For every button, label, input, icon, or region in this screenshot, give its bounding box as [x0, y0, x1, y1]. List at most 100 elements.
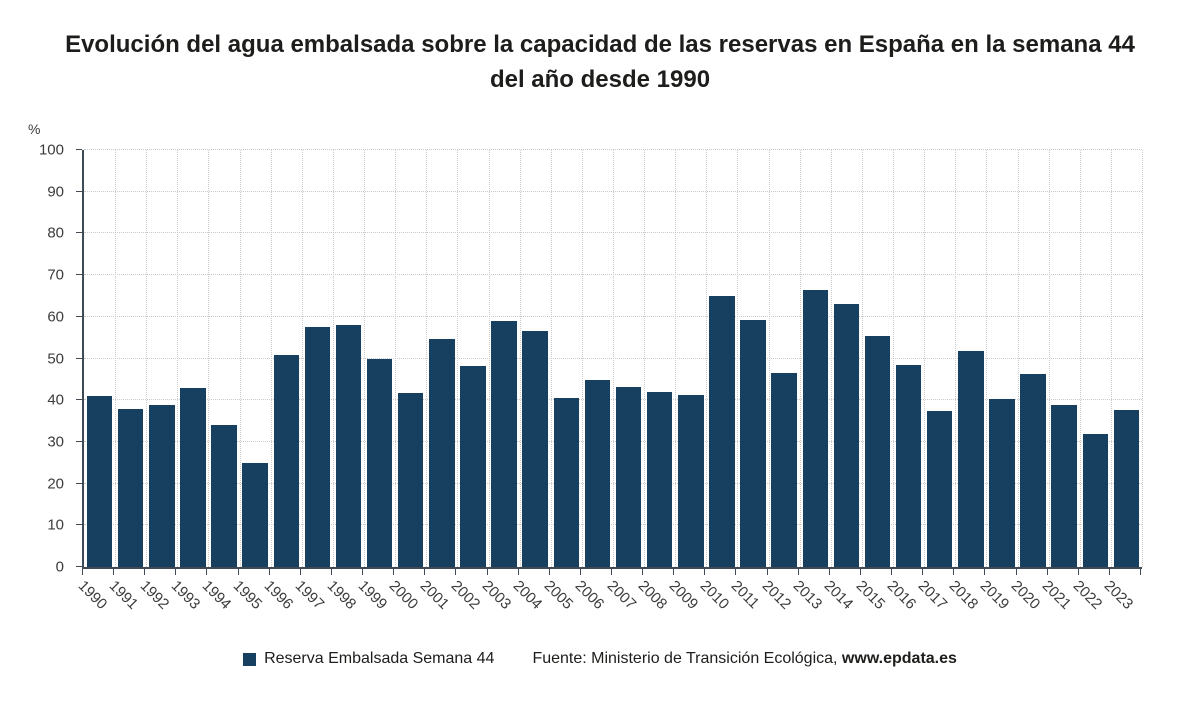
- x-tick-mark: [1140, 569, 1141, 575]
- v-gridline: [519, 150, 521, 567]
- bar-2008: [646, 391, 673, 567]
- y-axis-unit-label: %: [28, 121, 41, 137]
- y-tick-label: 10: [47, 516, 64, 534]
- bar-1999: [366, 358, 393, 567]
- x-tick-mark: [330, 569, 332, 575]
- y-tick-label: 90: [47, 183, 64, 201]
- x-tick-label: 1994: [198, 577, 235, 613]
- v-gridline: [115, 150, 117, 567]
- x-tick-label: 2001: [416, 577, 453, 613]
- x-tick-label: 2013: [789, 577, 826, 613]
- y-tick-label: 100: [38, 141, 64, 159]
- x-tick-mark: [486, 569, 488, 575]
- y-tick-mark: [76, 440, 82, 442]
- bar-2009: [678, 395, 704, 567]
- source-site: www.epdata.es: [841, 650, 957, 667]
- x-tick-mark: [673, 569, 675, 575]
- y-tick-mark: [76, 149, 82, 150]
- v-gridline: [146, 150, 148, 567]
- x-tick-mark: [704, 569, 706, 575]
- v-gridline: [1110, 150, 1112, 567]
- x-tick-label: 1992: [136, 577, 173, 613]
- legend-row: Reserva Embalsada Semana 44 Fuente: Mini…: [0, 650, 1200, 668]
- v-gridline: [861, 150, 863, 567]
- x-tick-mark: [922, 569, 924, 575]
- x-tick-label: 2021: [1038, 577, 1075, 613]
- x-tick-mark: [642, 569, 644, 575]
- x-tick-label: 2022: [1069, 577, 1106, 613]
- x-tick-label: 1997: [292, 577, 328, 613]
- x-tick-label: 2023: [1101, 577, 1137, 613]
- v-gridline: [613, 150, 614, 567]
- x-tick-label: 2010: [696, 577, 733, 613]
- v-gridline: [986, 150, 988, 567]
- x-tick-label: 2009: [665, 577, 702, 613]
- x-tick-label: 2020: [1007, 577, 1044, 613]
- x-tick-mark: [891, 569, 893, 575]
- x-tick-label: 2000: [385, 577, 422, 613]
- y-tick-label: 80: [47, 224, 64, 242]
- x-tick-label: 1995: [229, 577, 266, 613]
- bar-2016: [895, 365, 922, 567]
- legend-swatch: [243, 652, 257, 666]
- x-tick-label: 2006: [572, 577, 608, 613]
- x-tick-label: 2008: [634, 577, 670, 613]
- x-tick-label: 2002: [447, 577, 484, 613]
- bar-2021: [1051, 405, 1077, 567]
- x-tick-mark: [237, 569, 239, 575]
- x-tick-mark: [268, 569, 270, 575]
- legend-item: Reserva Embalsada Semana 44: [243, 650, 494, 668]
- y-tick-mark: [76, 524, 82, 526]
- x-tick-mark: [113, 569, 115, 575]
- x-tick-mark: [1077, 569, 1079, 575]
- x-tick-mark: [175, 569, 177, 575]
- x-tick-label: 2019: [976, 577, 1013, 613]
- x-tick-mark: [82, 569, 83, 575]
- x-tick-mark: [455, 569, 457, 575]
- source-text: Fuente: Ministerio de Transición Ecológi…: [532, 650, 956, 668]
- x-tick-mark: [517, 569, 519, 575]
- x-tick-label: 1990: [74, 577, 110, 613]
- x-tick-label: 1993: [167, 577, 204, 613]
- bar-2003: [491, 320, 517, 567]
- v-gridline: [1079, 150, 1081, 567]
- x-tick-label: 2004: [509, 577, 546, 613]
- y-tick-mark: [76, 357, 82, 359]
- y-tick-label: 50: [47, 350, 64, 367]
- y-tick-mark: [76, 315, 82, 317]
- x-tick-mark: [579, 569, 581, 575]
- bar-2019: [989, 399, 1015, 567]
- v-gridline: [332, 150, 334, 567]
- x-tick-mark: [1015, 569, 1017, 575]
- bar-2018: [958, 351, 984, 567]
- bar-2012: [771, 373, 797, 567]
- v-gridline: [426, 150, 428, 567]
- v-gridline: [737, 150, 739, 567]
- bar-2022: [1082, 433, 1109, 567]
- y-tick-mark: [76, 482, 82, 484]
- y-tick-mark: [76, 274, 82, 276]
- v-gridline: [239, 150, 241, 567]
- v-gridline: [644, 150, 646, 567]
- bar-1994: [211, 425, 237, 567]
- v-gridline: [924, 150, 926, 567]
- v-gridline: [488, 150, 490, 567]
- v-gridline: [208, 150, 210, 567]
- bar-1991: [117, 408, 144, 567]
- v-gridline: [675, 150, 677, 567]
- bar-1992: [149, 405, 175, 567]
- source-prefix: Fuente: Ministerio de Transición Ecológi…: [532, 650, 842, 667]
- v-gridline: [457, 150, 459, 567]
- bar-1995: [242, 462, 268, 567]
- y-axis: 0 10 20 30 40 50 60 70 80 90 100: [28, 143, 74, 575]
- v-gridline: [1142, 150, 1143, 567]
- x-tick-label: 2015: [852, 577, 888, 613]
- y-tick-label: 30: [47, 433, 64, 451]
- x-tick-mark: [299, 569, 301, 575]
- bar-2005: [553, 398, 580, 567]
- legend-label: Reserva Embalsada Semana 44: [264, 650, 495, 667]
- x-tick-mark: [206, 569, 208, 575]
- y-tick-mark: [76, 190, 82, 192]
- x-tick-label: 1999: [354, 577, 390, 613]
- y-tick-mark: [76, 399, 82, 401]
